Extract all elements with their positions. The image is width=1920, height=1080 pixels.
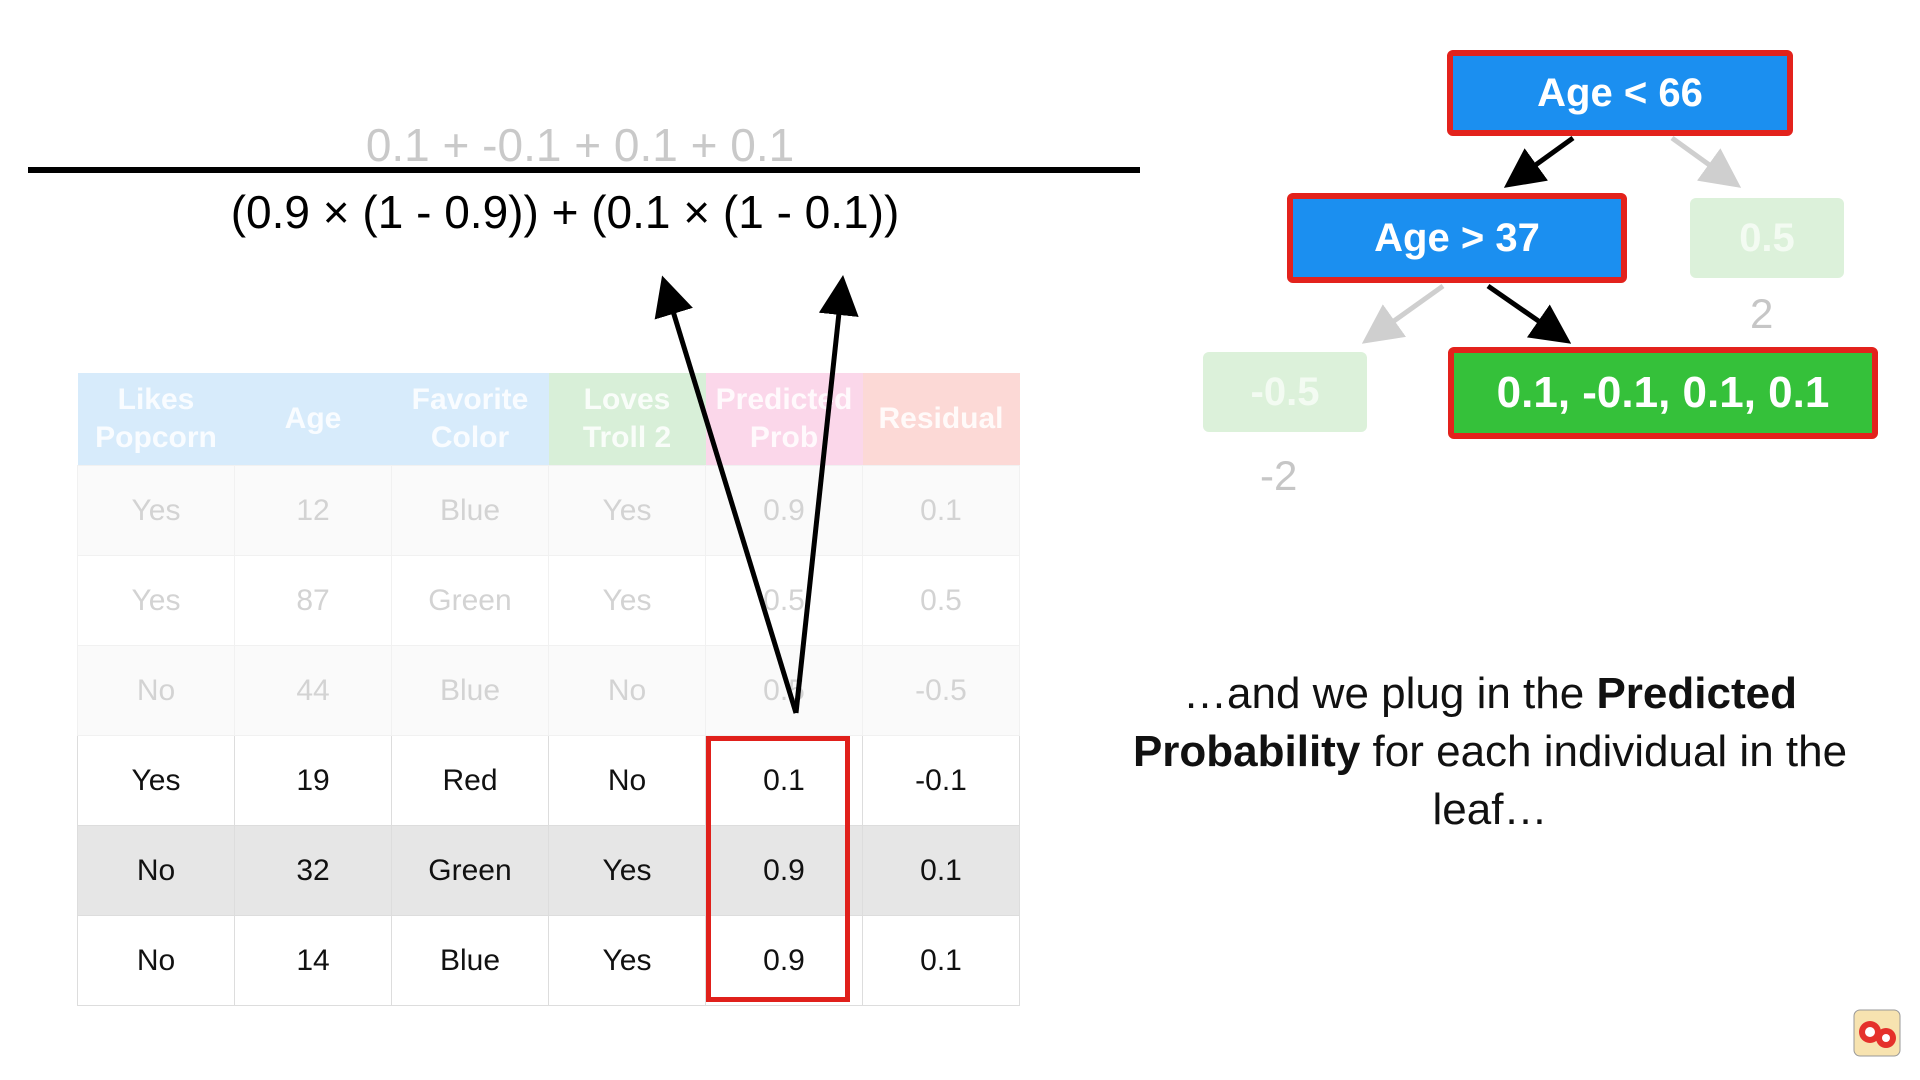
table-row: No 32 Green Yes 0.9 0.1 bbox=[77, 825, 1020, 916]
header-favorite-color: Favorite Color bbox=[391, 373, 549, 466]
table-cell: 87 bbox=[234, 555, 392, 646]
table-cell: Blue bbox=[391, 915, 549, 1006]
arrow-to-second-term bbox=[793, 275, 859, 714]
header-label: Troll 2 bbox=[582, 421, 672, 454]
table-cell: No bbox=[77, 825, 235, 916]
tree-leaf-left-output: -2 bbox=[1260, 452, 1298, 499]
tree-leaf-active: 0.1, -0.1, 0.1, 0.1 bbox=[1448, 347, 1878, 439]
header-label: Age bbox=[284, 402, 342, 435]
table-cell: 12 bbox=[234, 465, 392, 556]
table-cell: Green bbox=[391, 825, 549, 916]
caption-bold-probability: Probability bbox=[1132, 727, 1361, 776]
tree-edge-inner-active-leaf bbox=[1486, 283, 1572, 344]
header-residual: Residual bbox=[862, 373, 1020, 466]
table-cell: 0.1 bbox=[862, 465, 1020, 556]
caption-part2: for each individual in the leaf… bbox=[1360, 727, 1848, 834]
data-table: Likes Popcorn Age Favorite Color Loves T… bbox=[77, 373, 1020, 1006]
tree-edge-root-inner bbox=[1503, 135, 1575, 188]
header-label: Prob bbox=[749, 421, 819, 454]
table-row: Yes 87 Green Yes 0.5 0.5 bbox=[77, 555, 1020, 646]
caption-bold-predicted: Predicted bbox=[1596, 669, 1797, 718]
table-cell: Red bbox=[391, 735, 549, 826]
table-cell: 0.1 bbox=[862, 825, 1020, 916]
header-label: Popcorn bbox=[95, 421, 217, 454]
tree-inner-node: Age > 37 bbox=[1287, 193, 1627, 283]
table-row: No 44 Blue No 0.5 -0.5 bbox=[77, 645, 1020, 736]
header-age: Age bbox=[234, 373, 392, 466]
header-loves-troll2: Loves Troll 2 bbox=[548, 373, 706, 466]
table-cell: 14 bbox=[234, 915, 392, 1006]
table-row: Yes 12 Blue Yes 0.9 0.1 bbox=[77, 465, 1020, 556]
table-cell: 0.9 bbox=[705, 915, 863, 1006]
table-cell: 44 bbox=[234, 645, 392, 736]
table-cell: No bbox=[548, 735, 706, 826]
tree-edge-inner-left-leaf bbox=[1361, 283, 1445, 344]
table-cell: 19 bbox=[234, 735, 392, 826]
predicted-prob-highlight-box bbox=[706, 736, 850, 1002]
table-cell: 0.1 bbox=[862, 915, 1020, 1006]
header-label: Loves bbox=[583, 383, 671, 416]
header-label: Residual bbox=[878, 402, 1004, 435]
tree-root-node: Age < 66 bbox=[1447, 50, 1793, 136]
table-cell: 0.5 bbox=[862, 555, 1020, 646]
table-cell: 0.5 bbox=[705, 645, 863, 736]
caption-text: …and we plug in the Predicted Probabilit… bbox=[1110, 665, 1870, 839]
formula-denominator: (0.9 × (1 - 0.9)) + (0.1 × (1 - 0.1)) bbox=[230, 186, 900, 238]
header-label: Likes bbox=[117, 383, 195, 416]
table-cell: Blue bbox=[391, 645, 549, 736]
table-cell: Blue bbox=[391, 465, 549, 556]
table-cell: -0.5 bbox=[862, 645, 1020, 736]
table-cell: No bbox=[77, 645, 235, 736]
table-cell: Yes bbox=[77, 465, 235, 556]
table-cell: Yes bbox=[548, 465, 706, 556]
table-header-row: Likes Popcorn Age Favorite Color Loves T… bbox=[77, 373, 1020, 466]
table-cell: Yes bbox=[548, 825, 706, 916]
tree-leaf-left: -0.5 bbox=[1203, 352, 1367, 432]
header-label: Favorite bbox=[411, 383, 529, 416]
table-cell: -0.1 bbox=[862, 735, 1020, 826]
table-cell: No bbox=[77, 915, 235, 1006]
table-cell: Yes bbox=[548, 915, 706, 1006]
tree-leaf-right-output: 2 bbox=[1750, 290, 1774, 337]
caption-part1: …and we plug in the bbox=[1183, 669, 1597, 718]
header-likes-popcorn: Likes Popcorn bbox=[77, 373, 235, 466]
table-row: No 14 Blue Yes 0.9 0.1 bbox=[77, 915, 1020, 1006]
header-label: Color bbox=[430, 421, 510, 454]
table-cell: 0.9 bbox=[705, 825, 863, 916]
arrow-to-first-term bbox=[654, 275, 799, 714]
formula-numerator: 0.1 + -0.1 + 0.1 + 0.1 bbox=[365, 119, 795, 171]
table-cell: 32 bbox=[234, 825, 392, 916]
table-cell: Yes bbox=[548, 555, 706, 646]
table-cell: Yes bbox=[77, 555, 235, 646]
table-cell: Yes bbox=[77, 735, 235, 826]
tree-leaf-right: 0.5 bbox=[1690, 198, 1844, 278]
fraction-bar bbox=[28, 167, 1140, 173]
channel-logo-icon bbox=[1853, 1009, 1901, 1057]
tree-edge-root-right-leaf bbox=[1670, 135, 1742, 188]
table-row: Yes 19 Red No 0.1 -0.1 bbox=[77, 735, 1020, 826]
